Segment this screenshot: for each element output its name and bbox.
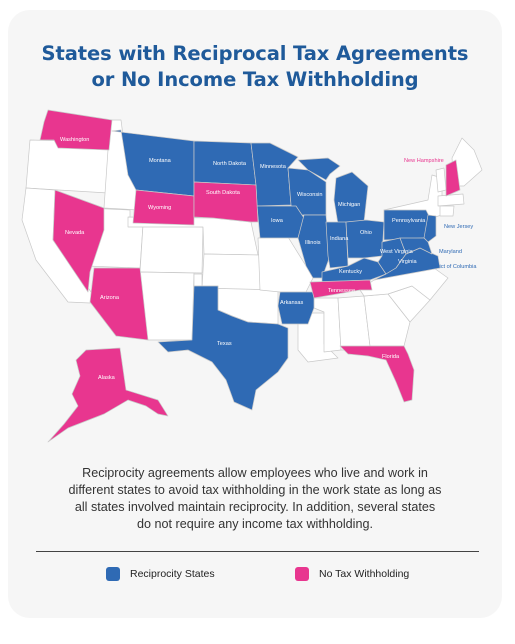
title-line-2: or No Income Tax Withholding [91, 68, 419, 91]
state-new-jersey [423, 214, 437, 243]
label-virginia: Virginia [398, 259, 417, 265]
state-kansas [201, 253, 261, 291]
state-arizona [89, 267, 149, 341]
label-west-virginia: West Virginia [380, 249, 414, 255]
label-indiana: Indiana [330, 236, 349, 242]
state-colorado [139, 224, 204, 274]
state-connecticut [439, 205, 455, 217]
label-maryland: Maryland [439, 249, 462, 255]
label-washington: Washington [60, 137, 89, 143]
state-nevada [52, 189, 105, 293]
legend-item-reciprocity: Reciprocity States [106, 566, 215, 582]
state-florida [339, 345, 415, 403]
label-new-hampshire: New Hampshire [404, 158, 444, 164]
label-alaska: Alaska [98, 375, 116, 381]
label-south-dakota: South Dakota [206, 190, 241, 196]
description-text: Reciprocity agreements allow employees w… [68, 466, 442, 531]
label-new-jersey: New Jersey [444, 224, 473, 230]
label-arkansas: Arkansas [280, 300, 304, 306]
label-tennessee: Tennessee [328, 288, 355, 294]
legend-label-reciprocity: Reciprocity States [130, 568, 215, 580]
label-wisconsin: Wisconsin [297, 192, 323, 198]
label-kentucky: Kentucky [339, 269, 362, 275]
label-ohio: Ohio [360, 230, 372, 236]
label-montana: Montana [149, 158, 172, 164]
title-line-1: States with Reciprocal Tax Agreements [41, 42, 469, 65]
label-district-of-columbia: District of Columbia [428, 264, 477, 270]
reciprocity-swatch [106, 567, 120, 581]
state-ohio [345, 219, 385, 259]
state-south-dakota [193, 181, 259, 223]
label-north-dakota: North Dakota [213, 161, 247, 167]
divider [36, 551, 479, 552]
state-alaska [47, 347, 169, 443]
label-iowa: Iowa [271, 218, 284, 224]
state-washington [39, 109, 113, 151]
us-map: Washington Montana North Dakota Minnesot… [21, 109, 483, 443]
label-nevada: Nevada [65, 230, 85, 236]
state-indiana [325, 221, 349, 269]
state-maryland [399, 237, 433, 255]
state-tennessee [309, 279, 373, 299]
legend-label-no-tax: No Tax Withholding [319, 568, 410, 580]
state-vermont [435, 167, 447, 193]
no-tax-swatch [295, 567, 309, 581]
state-massachusetts [437, 193, 465, 207]
label-wyoming: Wyoming [148, 205, 171, 211]
state-texas [157, 285, 289, 411]
label-arizona: Arizona [100, 295, 120, 301]
label-texas: Texas [217, 341, 232, 347]
infographic-card: States with Reciprocal Tax Agreements or… [8, 10, 502, 618]
legend-item-no-tax: No Tax Withholding [295, 566, 409, 582]
label-illinois: Illinois [305, 240, 321, 246]
label-michigan: Michigan [338, 202, 360, 208]
label-minnesota: Minnesota [260, 164, 287, 170]
label-florida: Florida [382, 354, 400, 360]
state-new-mexico [139, 271, 195, 341]
state-new-hampshire [445, 159, 461, 197]
state-missouri [257, 236, 314, 293]
state-arkansas [277, 291, 315, 325]
label-pennsylvania: Pennsylvania [392, 218, 426, 224]
state-wyoming [132, 189, 195, 226]
